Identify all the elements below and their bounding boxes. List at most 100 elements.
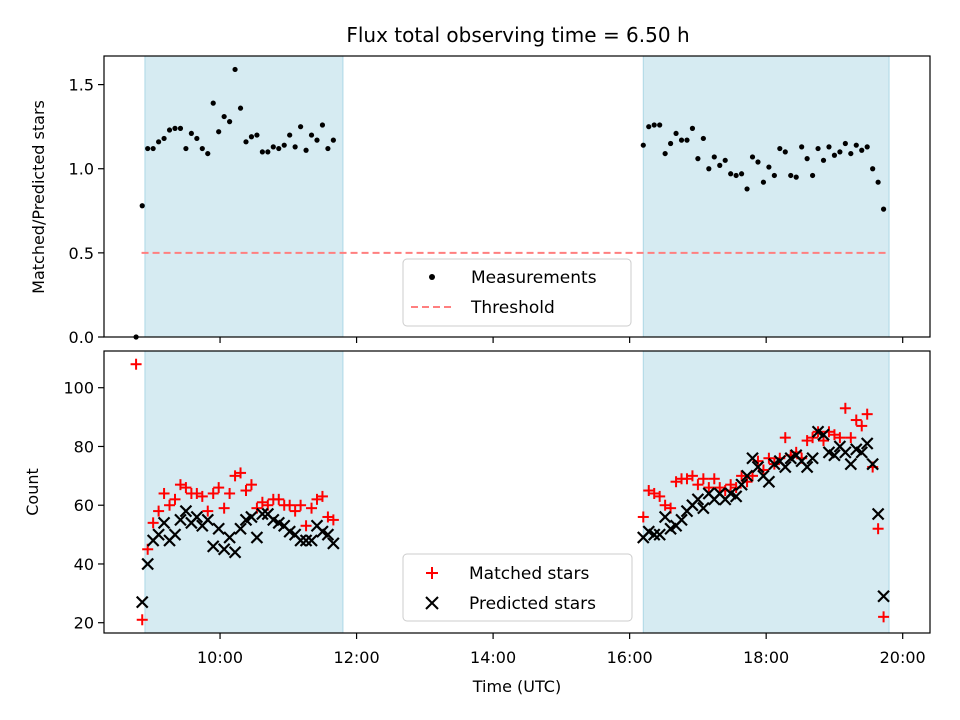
matched-star-point-8 <box>169 493 181 505</box>
matched-star-point-69 <box>807 432 819 444</box>
measurement-point-61 <box>766 164 772 170</box>
measurement-point-11 <box>188 130 194 137</box>
count-x-tick-label-5: 18:00 <box>743 648 789 667</box>
ratio-panel: Flux total observing time = 6.50 h Match… <box>29 23 931 347</box>
matched-star-point-20 <box>235 467 247 479</box>
predicted-star-point-54 <box>729 490 743 503</box>
matched-star-point-50 <box>703 482 715 494</box>
matched-star-point-81 <box>872 523 884 535</box>
measurement-point-10 <box>183 145 189 152</box>
predicted-star-point-44 <box>675 513 688 527</box>
matched-star-point-5 <box>153 505 165 517</box>
measurement-point-16 <box>216 129 222 135</box>
measurement-point-58 <box>749 154 756 160</box>
ratio-legend: Measurements Threshold <box>402 258 632 327</box>
predicted-star-point-40 <box>653 528 666 541</box>
predicted-star-point-13 <box>201 513 215 527</box>
measurement-point-25 <box>265 149 271 155</box>
ratio-plot-frame <box>103 55 931 338</box>
predicted-star-point-19 <box>234 522 247 535</box>
count-legend: Matched stars Predicted stars <box>402 553 633 622</box>
predicted-stars-points <box>135 425 890 609</box>
count-plot-frame <box>103 350 931 634</box>
measurement-point-77 <box>853 142 859 148</box>
bottom-observing-window-1 <box>144 350 344 634</box>
measurement-point-56 <box>738 171 745 177</box>
matched-star-point-33 <box>306 502 318 514</box>
matched-star-point-17 <box>218 502 230 514</box>
predicted-star-point-79 <box>866 457 879 471</box>
measurement-point-74 <box>837 149 843 155</box>
matched-star-point-79 <box>861 408 873 420</box>
top-observing-window-2 <box>642 55 890 338</box>
measurement-point-13 <box>199 145 205 152</box>
matched-star-point-29 <box>284 499 296 511</box>
measurement-point-64 <box>782 149 788 155</box>
measurement-point-62 <box>771 172 777 179</box>
count-x-ticks: 10:00 12:00 14:00 16:00 18:00 20:00 <box>197 633 926 667</box>
predicted-star-point-70 <box>817 428 830 441</box>
measurement-point-80 <box>870 166 876 172</box>
matched-star-point-7 <box>164 499 176 511</box>
measurement-point-48 <box>695 156 701 162</box>
predicted-star-point-21 <box>245 510 258 524</box>
measurement-point-68 <box>804 156 810 162</box>
matched-star-point-16 <box>213 482 225 494</box>
predicted-star-point-5 <box>157 516 171 530</box>
measurement-point-59 <box>755 159 761 165</box>
count-y-axis-label: Count <box>23 468 42 516</box>
predicted-star-point-8 <box>174 513 187 527</box>
matched-star-point-22 <box>245 479 257 491</box>
legend-matched-label: Matched stars <box>469 564 589 584</box>
measurement-point-9 <box>177 125 184 131</box>
predicted-star-point-18 <box>228 545 242 559</box>
ratio-y-tick-label-1: 0.0 <box>69 328 94 347</box>
count-y-tick-label-2: 40 <box>74 555 94 574</box>
predicted-star-point-78 <box>860 437 874 450</box>
ratio-x-ticks <box>219 337 904 343</box>
matched-star-point-27 <box>273 493 285 505</box>
predicted-star-point-48 <box>697 501 710 515</box>
measurement-point-40 <box>651 122 657 128</box>
predicted-star-point-56 <box>740 469 754 483</box>
measurement-point-41 <box>657 122 663 128</box>
count-x-axis-label: Time (UTC) <box>472 677 561 696</box>
predicted-star-point-80 <box>871 507 885 521</box>
predicted-star-point-39 <box>647 528 661 541</box>
measurement-point-79 <box>864 144 870 150</box>
matched-star-point-6 <box>158 487 170 499</box>
measurement-point-69 <box>809 172 816 179</box>
measurement-point-70 <box>815 145 821 152</box>
measurement-point-19 <box>232 66 238 73</box>
matched-star-point-4 <box>147 517 159 529</box>
matched-star-point-51 <box>708 473 720 485</box>
count-legend-box <box>402 553 633 622</box>
matched-star-point-10 <box>180 482 192 494</box>
matched-star-point-61 <box>763 452 775 464</box>
measurement-point-49 <box>700 135 706 142</box>
matched-star-point-82 <box>878 611 890 623</box>
predicted-star-point-9 <box>179 504 193 518</box>
measurement-point-34 <box>314 137 320 143</box>
count-y-tick-label-4: 80 <box>74 437 94 456</box>
measurement-point-28 <box>281 142 287 148</box>
top-observing-windows <box>144 55 890 338</box>
measurement-point-44 <box>673 130 679 137</box>
measurement-point-73 <box>831 152 838 158</box>
measurement-point-24 <box>259 149 265 155</box>
ratio-legend-box <box>402 258 632 327</box>
matched-star-point-2 <box>136 614 148 626</box>
measurement-point-43 <box>667 140 674 147</box>
matched-star-point-48 <box>692 479 704 491</box>
measurement-point-35 <box>319 122 326 128</box>
measurement-point-51 <box>711 154 717 160</box>
measurement-point-67 <box>799 144 805 150</box>
predicted-star-point-68 <box>806 451 819 465</box>
legend-predicted-marker <box>425 596 439 610</box>
matched-star-point-49 <box>697 473 709 485</box>
measurement-point-30 <box>292 144 298 150</box>
predicted-star-point-74 <box>839 446 852 459</box>
predicted-star-point-30 <box>294 534 307 547</box>
matched-star-point-14 <box>202 505 214 517</box>
count-y-ticks: 20 40 60 80 100 <box>63 379 104 633</box>
